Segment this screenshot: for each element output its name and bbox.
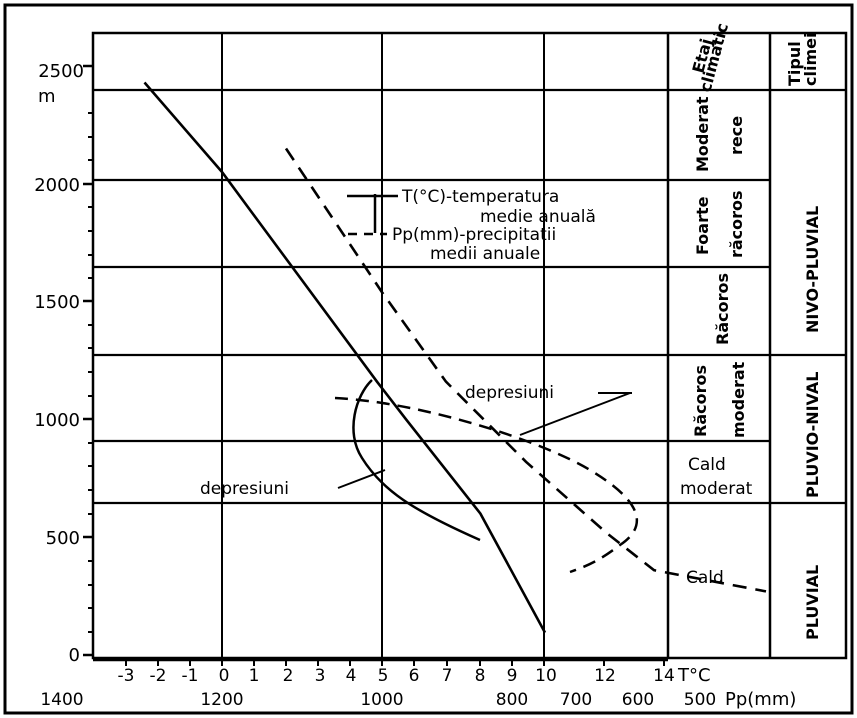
y-tick-label: 0 (69, 645, 80, 666)
t-tick-label: 10 (535, 666, 557, 686)
pp-tick-label: 1000 (360, 690, 403, 710)
t-tick-label: 4 (346, 666, 357, 686)
precipitation-series-line (284, 147, 767, 593)
t-tick-label: 2 (283, 666, 294, 686)
pp-tick-label: 1200 (200, 690, 243, 710)
t-tick-label: 0 (219, 666, 230, 686)
tipul-header-line1: Tipul (785, 41, 804, 86)
type-pluvial: PLUVIAL (803, 565, 822, 640)
pp-tick-label: 600 (622, 690, 654, 710)
y-unit-label: m (38, 86, 56, 107)
zone-racoros-b: Răcoros (691, 365, 710, 437)
t-tick-label: -3 (118, 666, 135, 686)
temperature-series-line (143, 81, 547, 634)
t-axis-title: T°C (677, 665, 711, 686)
annotation-lower-leader (337, 469, 386, 489)
pp-tick-label: 800 (496, 690, 528, 710)
plot-box (91, 31, 848, 660)
pp-tick-label: 700 (560, 690, 592, 710)
t-axis-ticks (125, 658, 665, 666)
t-tick-label: -2 (150, 666, 167, 686)
type-nivo-pluvial: NIVO-PLUVIAL (803, 206, 822, 333)
tipul-header-line2: climei (801, 33, 820, 86)
t-axis-labels: -3 -2 -1 0 1 2 3 4 5 6 7 8 9 10 12 14 (118, 666, 675, 686)
pp-tick-label: 500 (684, 690, 716, 710)
outer-frame (3, 3, 854, 715)
t-tick-label: 8 (475, 666, 486, 686)
zone-moderat-c: moderat (680, 479, 753, 499)
precipitation-depression-loop (334, 396, 638, 574)
zone-foarte: Foarte (693, 196, 712, 255)
t-tick-label: 12 (594, 666, 616, 686)
y-tick-label: 1500 (34, 292, 80, 313)
t-tick-label: 3 (315, 666, 326, 686)
zone-rece: rece (727, 116, 746, 155)
pp-axis-labels: 1400 1200 1000 800 700 600 500 (40, 690, 716, 710)
t-tick-label: 14 (653, 666, 675, 686)
zone-cald-b: Cald (688, 455, 726, 475)
annotation-upper-leader (519, 392, 631, 436)
y-tick-label: 2500 (38, 61, 84, 82)
legend-temperature-text: T(°C)-temperatura (401, 187, 559, 207)
t-tick-label: -1 (182, 666, 199, 686)
y-tick-label: 2000 (34, 175, 80, 196)
type-pluvio-nival: PLUVIO-NIVAL (803, 372, 822, 498)
zone-cald: Cald (686, 568, 724, 588)
zone-moderat: Moderat (693, 96, 712, 172)
legend-temperature-text-2: medie anuală (480, 207, 596, 227)
legend-precipitation-text-2: medii anuale (430, 244, 540, 264)
annotation-depresiuni-lower: depresiuni (200, 479, 289, 499)
t-tick-label: 5 (378, 666, 389, 686)
t-tick-label: 7 (442, 666, 453, 686)
annotation-depresiuni-upper: depresiuni (465, 383, 554, 403)
pp-tick-label: 1400 (40, 690, 83, 710)
zone-moderat-b: moderat (729, 361, 748, 438)
y-tick-label: 1000 (34, 410, 80, 431)
zone-racoros: Răcoros (713, 273, 732, 345)
y-tick-label: 500 (46, 528, 80, 549)
temperature-depression-loop (352, 379, 481, 542)
t-tick-label: 1 (249, 666, 260, 686)
t-tick-label: 6 (409, 666, 420, 686)
pp-axis-title: Pp(mm) (725, 689, 796, 710)
legend-precipitation-text: Pp(mm)-precipitatii (392, 225, 556, 245)
series-layer (143, 81, 767, 634)
y-major-ticks (83, 64, 93, 657)
zone-racoros-a: răcoros (727, 190, 746, 258)
t-tick-label: 9 (507, 666, 518, 686)
